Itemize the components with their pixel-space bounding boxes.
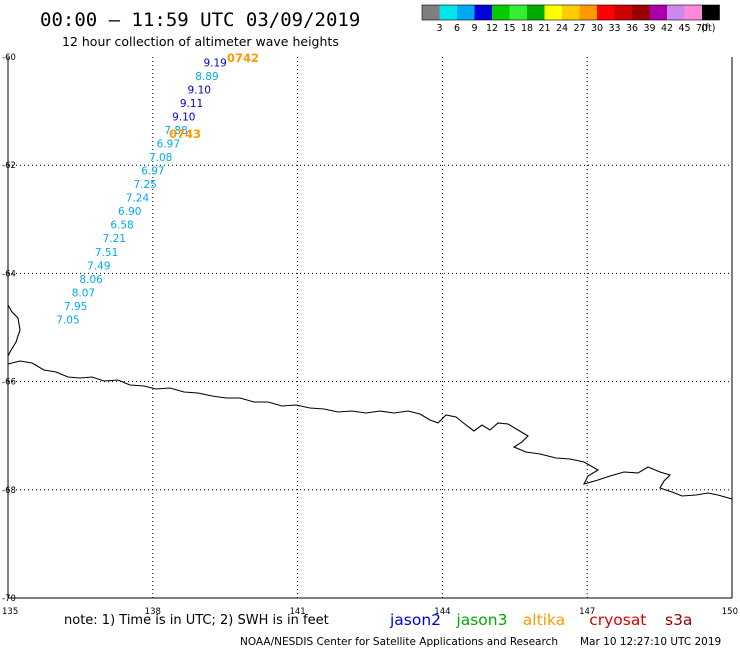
color-swatch xyxy=(474,5,492,20)
colorbar-tick-label: 24 xyxy=(556,23,568,34)
swh-value-label: 9.11 xyxy=(180,98,203,110)
color-swatch xyxy=(439,5,457,20)
swh-value-label: 8.07 xyxy=(72,287,95,299)
longitude-tick-label: 138 xyxy=(145,607,161,617)
color-swatch xyxy=(667,5,685,20)
latitude-tick-label: -66 xyxy=(2,378,16,388)
swh-value-label: 7.24 xyxy=(126,193,150,205)
longitude-labels: 135 138 141 144 147 150 xyxy=(2,607,738,617)
colorbar-tick-label: 33 xyxy=(608,23,620,34)
colorbar-tick-label: 9 xyxy=(471,23,477,34)
satellite-legend-entry: cryosat xyxy=(589,611,646,629)
map-title: 00:00 – 11:59 UTC 03/09/2019 xyxy=(40,9,360,31)
swh-value-label: 6.97 xyxy=(141,166,164,178)
colorbar-tick-label: 6 xyxy=(454,23,460,34)
color-swatch xyxy=(509,5,527,20)
swh-value-label: 6.58 xyxy=(110,220,133,232)
colorbar-tick-label: 45 xyxy=(678,23,690,34)
latitude-tick-label: -70 xyxy=(2,594,16,604)
swh-value-label: 6.97 xyxy=(157,139,180,151)
credit-text: NOAA/NESDIS Center for Satellite Applica… xyxy=(240,636,558,648)
color-swatch xyxy=(614,5,632,20)
color-swatch xyxy=(649,5,667,20)
color-swatch xyxy=(544,5,562,20)
pass-id-label: 0742 xyxy=(227,51,259,65)
color-scale-legend: 3 6 9 12 15 18 21 24 27 30 33 36 39 42 45 70(ft) xyxy=(421,4,720,34)
longitude-tick-label: 135 xyxy=(2,607,18,617)
colorbar-tick-label: 42 xyxy=(661,23,673,34)
swh-value-label: 7.49 xyxy=(87,260,110,272)
latitude-tick-label: -64 xyxy=(2,269,16,279)
timestamp-text: Mar 10 12:27:10 UTC 2019 xyxy=(580,636,721,648)
satellite-legend: jason2 jason3 altika cryosat s3a xyxy=(389,611,692,629)
colorbar-tick-label: 27 xyxy=(573,23,585,34)
swh-value-label: 8.89 xyxy=(195,71,218,83)
swh-value-label: 7.08 xyxy=(149,152,172,164)
colorbar-tick-label: 3 xyxy=(436,23,442,34)
colorbar-tick-label: 39 xyxy=(643,23,655,34)
swh-value-label: 6.90 xyxy=(118,206,141,218)
antarctic-coastline xyxy=(7,304,21,357)
graticule xyxy=(8,57,732,598)
swh-value-label: 7.88 xyxy=(164,125,187,137)
swh-value-label: 7.25 xyxy=(133,179,156,191)
satellite-legend-entry: jason2 xyxy=(389,611,441,629)
colorbar-tick-label: 36 xyxy=(626,23,638,34)
swh-value-label: 7.51 xyxy=(95,247,118,259)
map-subtitle: 12 hour collection of altimeter wave hei… xyxy=(62,34,339,49)
colorbar-tick-label: 21 xyxy=(538,23,550,34)
color-swatch xyxy=(492,5,510,20)
satellite-legend-entry: s3a xyxy=(665,611,692,629)
longitude-tick-label: 147 xyxy=(579,607,595,617)
swh-value-label: 7.21 xyxy=(103,233,126,245)
antarctic-coastline-main xyxy=(7,360,733,500)
swh-value-label: 9.10 xyxy=(188,84,211,96)
colorbar-tick-label: 30 xyxy=(591,23,603,34)
colorbar-tick-label: 15 xyxy=(503,23,515,34)
swh-observations: 9.198.899.109.119.107.886.977.086.977.25… xyxy=(56,57,227,326)
color-swatch xyxy=(597,5,615,20)
longitude-tick-label: 141 xyxy=(289,607,305,617)
colorbar-tick-label: 18 xyxy=(521,23,533,34)
latitude-tick-label: -68 xyxy=(2,486,16,496)
swh-value-label: 9.19 xyxy=(203,57,226,69)
color-swatch xyxy=(632,5,650,20)
color-swatch xyxy=(527,5,545,20)
latitude-labels: -60 -62 -64 -66 -68 -70 xyxy=(2,53,16,604)
color-swatch xyxy=(457,5,475,20)
map-frame xyxy=(7,57,733,599)
colorbar-border xyxy=(421,4,720,21)
longitude-tick-label: 150 xyxy=(722,607,738,617)
colorbar-tick-label: 12 xyxy=(486,23,498,34)
latitude-tick-label: -60 xyxy=(2,53,16,63)
footer-note: note: 1) Time is in UTC; 2) SWH is in fe… xyxy=(64,613,329,628)
colorbar-unit: (ft) xyxy=(701,23,715,34)
color-swatch xyxy=(562,5,580,20)
swh-value-label: 7.95 xyxy=(64,301,87,313)
swh-value-label: 7.05 xyxy=(56,314,79,326)
longitude-tick-label: 144 xyxy=(434,607,450,617)
color-swatch xyxy=(702,5,720,20)
latitude-tick-label: -62 xyxy=(2,161,16,171)
colorbar-tick-label: 70 xyxy=(696,23,708,34)
swh-value-label: 8.06 xyxy=(79,274,103,286)
color-swatch xyxy=(579,5,597,20)
swh-value-label: 9.10 xyxy=(172,112,195,124)
pass-id-label: 0743 xyxy=(169,127,201,141)
satellite-legend-entry: jason3 xyxy=(455,611,507,629)
satellite-legend-entry: altika xyxy=(523,611,565,629)
color-swatch xyxy=(684,5,702,20)
color-swatch xyxy=(422,5,440,20)
